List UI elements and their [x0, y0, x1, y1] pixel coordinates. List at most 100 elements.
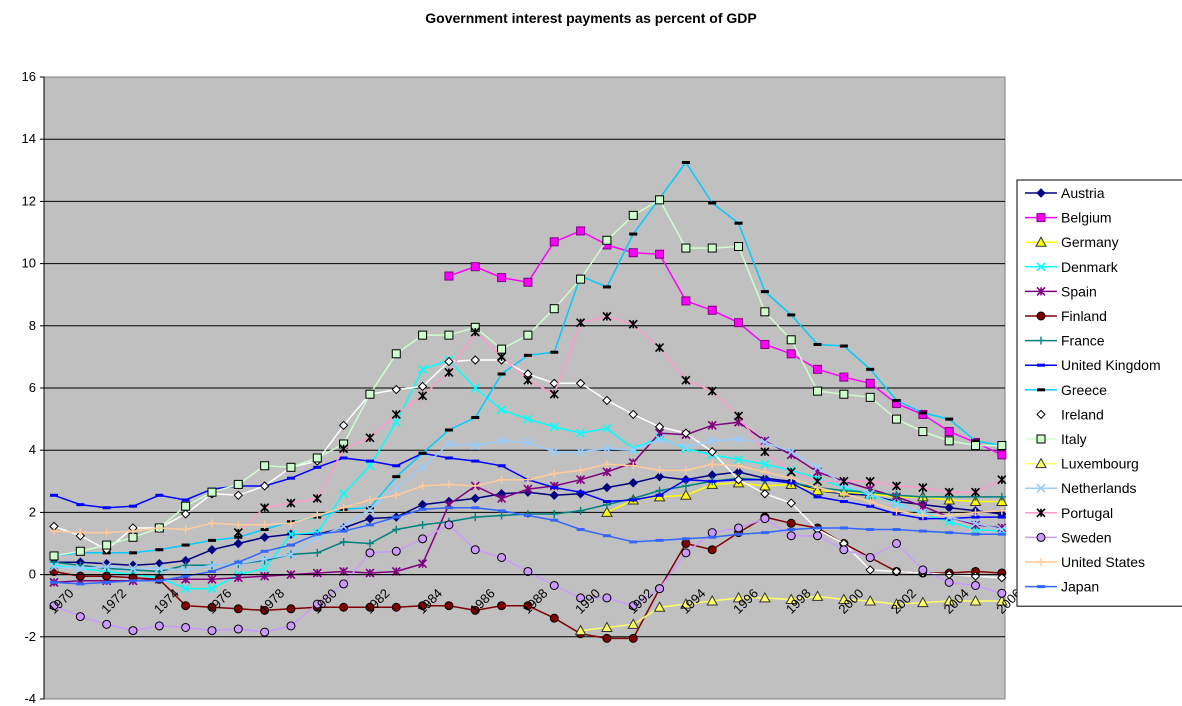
legend-item-japan: Japan: [1025, 579, 1099, 595]
data-point-japan: [418, 507, 427, 511]
series-portugal: [233, 311, 1007, 538]
data-point-sweden: [49, 601, 59, 611]
legend-item-belgium: Belgium: [1025, 210, 1112, 226]
data-point-belgium: [813, 364, 823, 374]
data-point-ireland: [338, 420, 349, 431]
data-point-luxembourg: [785, 593, 798, 604]
data-point-sweden: [892, 539, 902, 548]
data-point-luxembourg: [864, 595, 877, 606]
data-point-italy: [707, 243, 717, 253]
data-point-spain: [312, 568, 322, 578]
data-point-germany: [680, 489, 692, 500]
series-line-germany: [606, 482, 1002, 514]
data-point-austria: [628, 478, 638, 488]
y-tick-label: -4: [24, 691, 36, 706]
data-point-belgium: [549, 237, 559, 247]
data-point-netherlands: [497, 436, 507, 446]
data-point-netherlands: [391, 482, 401, 493]
data-point-united-states: [681, 466, 690, 475]
data-point-greece: [550, 350, 559, 354]
data-point-united-kingdom: [708, 479, 717, 483]
legend-marker: [1037, 363, 1045, 367]
data-point-japan: [155, 579, 164, 583]
data-point-france: [365, 539, 374, 548]
data-point-greece: [444, 428, 453, 432]
data-point-united-states: [655, 466, 664, 475]
legend-item-greece: Greece: [1025, 382, 1107, 398]
data-point-belgium: [786, 349, 796, 359]
data-point-finland: [233, 604, 243, 614]
legend-item-portugal: Portugal: [1025, 505, 1113, 521]
data-point-belgium: [707, 305, 717, 315]
data-point-greece: [523, 353, 532, 357]
data-point-greece: [708, 201, 717, 205]
data-point-united-kingdom: [839, 500, 848, 504]
data-point-italy: [813, 386, 823, 396]
data-point-united-kingdom: [313, 465, 322, 469]
data-point-greece: [392, 475, 401, 479]
legend-marker: [1036, 483, 1046, 493]
data-point-japan: [945, 531, 954, 535]
data-point-united-states: [918, 511, 927, 520]
data-point-ireland: [865, 565, 875, 575]
data-point-france: [655, 486, 664, 495]
data-point-sweden: [523, 566, 533, 576]
data-point-greece: [971, 439, 980, 443]
data-point-france: [339, 537, 348, 546]
data-point-netherlands: [628, 445, 638, 455]
data-point-italy: [734, 241, 744, 251]
data-point-sweden: [813, 531, 823, 541]
data-point-spain: [207, 574, 217, 584]
data-point-united-states: [260, 520, 269, 529]
data-point-luxembourg: [680, 598, 692, 609]
data-point-italy: [233, 479, 243, 489]
data-point-austria: [233, 538, 244, 549]
legend-item-italy: Italy: [1025, 431, 1087, 447]
data-point-portugal: [576, 318, 586, 328]
data-point-italy: [286, 462, 296, 472]
data-point-portugal: [865, 476, 875, 486]
legend-item-netherlands: Netherlands: [1025, 480, 1137, 496]
data-point-united-kingdom: [576, 490, 585, 494]
data-point-netherlands: [865, 489, 875, 499]
legend-marker: [1037, 388, 1045, 392]
data-point-portugal: [233, 528, 243, 538]
data-point-united-kingdom: [681, 478, 690, 482]
series-line-portugal: [237, 315, 1003, 534]
legend-label: Japan: [1061, 579, 1099, 595]
data-point-netherlands: [707, 436, 717, 446]
data-point-japan: [576, 528, 585, 532]
data-point-portugal: [970, 487, 981, 497]
data-point-netherlands: [523, 437, 533, 447]
data-point-ireland: [391, 384, 401, 395]
data-point-belgium: [734, 318, 744, 328]
data-point-germany: [995, 495, 1008, 507]
data-point-italy: [207, 487, 217, 497]
data-point-greece: [207, 538, 216, 542]
y-tick-label: 6: [29, 380, 36, 395]
legend-label: Austria: [1061, 185, 1105, 201]
data-point-greece: [813, 342, 822, 346]
legend-item-spain: Spain: [1025, 283, 1097, 299]
data-point-greece: [866, 367, 875, 371]
data-point-united-kingdom: [813, 495, 822, 499]
data-point-luxembourg: [969, 595, 982, 606]
data-point-spain: [523, 484, 533, 494]
data-point-sweden: [576, 593, 586, 603]
legend-item-united-states: United States: [1025, 554, 1145, 570]
legend-marker: [1036, 213, 1046, 223]
data-point-luxembourg: [601, 621, 613, 632]
data-point-united-states: [102, 528, 111, 537]
data-point-united-kingdom: [497, 464, 506, 468]
data-point-luxembourg: [943, 595, 956, 606]
data-point-finland: [102, 571, 112, 581]
data-point-denmark: [733, 454, 744, 465]
data-point-ireland: [707, 447, 717, 457]
data-point-luxembourg: [995, 595, 1008, 606]
legend-item-united-kingdom: United Kingdom: [1025, 357, 1161, 373]
data-point-japan: [918, 529, 927, 533]
data-point-spain: [365, 568, 375, 578]
data-point-portugal: [681, 375, 691, 385]
legend-item-finland: Finland: [1025, 308, 1107, 324]
data-point-spain: [602, 467, 612, 477]
